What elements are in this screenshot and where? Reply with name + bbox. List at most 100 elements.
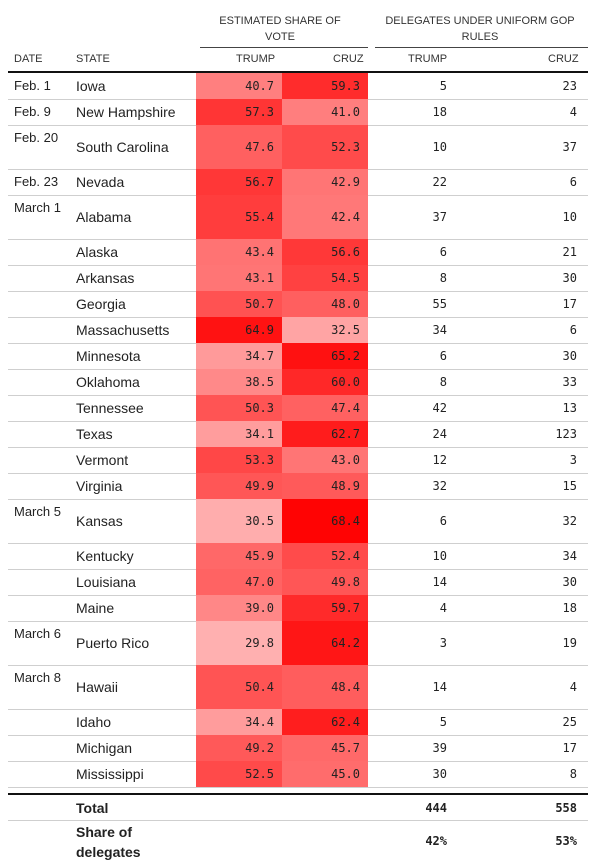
state-cell: Iowa [76, 78, 106, 94]
delegates-trump-cell: 42 [432, 401, 447, 415]
vote-share-trump-cell: 49.2 [196, 735, 282, 761]
vote-share-trump-cell: 45.9 [196, 543, 282, 569]
vote-share-trump-cell: 50.7 [196, 291, 282, 317]
state-cell: Arkansas [76, 270, 135, 286]
table-row: Virginia 49.9 48.9 32 15 [0, 473, 610, 500]
vote-share-cruz-cell: 41.0 [282, 99, 368, 125]
state-cell: South Carolina [76, 139, 169, 155]
vote-share-cruz-cell: 49.8 [282, 569, 368, 595]
delegates-cruz-cell: 6 [569, 323, 577, 337]
state-cell: Michigan [76, 740, 133, 756]
table-row: Minnesota 34.7 65.2 6 30 [0, 343, 610, 370]
state-cell: Georgia [76, 296, 126, 312]
table-row: Feb. 9 New Hampshire 57.3 41.0 18 4 [0, 99, 610, 126]
share-delegates-cruz: 53% [555, 834, 577, 848]
vote-share-trump-cell: 57.3 [196, 99, 282, 125]
table-row: Mississippi 52.5 45.0 30 8 [0, 761, 610, 788]
table-row: Tennessee 50.3 47.4 42 13 [0, 395, 610, 422]
delegates-trump-cell: 34 [432, 323, 447, 337]
header-rule [8, 71, 588, 73]
vote-share-trump-cell: 50.4 [196, 665, 282, 709]
vote-share-cruz-cell: 48.0 [282, 291, 368, 317]
delegates-cruz-cell: 23 [562, 79, 577, 93]
table-row: Maine 39.0 59.7 4 18 [0, 595, 610, 622]
delegates-cruz-cell: 123 [555, 427, 577, 441]
vote-share-cruz-cell: 65.2 [282, 343, 368, 369]
vote-share-cruz-cell: 68.4 [282, 499, 368, 543]
delegates-cruz-cell: 4 [569, 680, 577, 694]
vote-share-trump-cell: 53.3 [196, 447, 282, 473]
delegates-cruz-cell: 6 [569, 175, 577, 189]
state-cell: Hawaii [76, 679, 119, 695]
state-cell: Idaho [76, 714, 112, 730]
vote-trump-column-header: TRUMP [236, 53, 276, 65]
vote-share-cruz-cell: 54.5 [282, 265, 368, 291]
table-row: Texas 34.1 62.7 24 123 [0, 421, 610, 448]
date-cell: Feb. 1 [14, 78, 51, 93]
delegates-trump-cell: 6 [439, 349, 447, 363]
table-row: Oklahoma 38.5 60.0 8 33 [0, 369, 610, 396]
table-row: Alaska 43.4 56.6 6 21 [0, 239, 610, 266]
delegates-cruz-cell: 3 [569, 453, 577, 467]
date-cell: March 6 [14, 626, 61, 641]
vote-share-trump-cell: 64.9 [196, 317, 282, 343]
date-cell: Feb. 9 [14, 104, 51, 119]
delegates-cruz-cell: 4 [569, 105, 577, 119]
delegates-cruz-cell: 13 [562, 401, 577, 415]
state-cell: Louisiana [76, 574, 136, 590]
delegates-cruz-cell: 17 [562, 741, 577, 755]
delegates-trump-cell: 32 [432, 479, 447, 493]
state-cell: Virginia [76, 478, 123, 494]
state-cell: Massachusetts [76, 322, 170, 338]
delegates-trump-cell: 22 [432, 175, 447, 189]
state-cell: Nevada [76, 174, 125, 190]
date-cell: March 1 [14, 200, 61, 215]
delegates-trump-cell: 12 [432, 453, 447, 467]
vote-share-cruz-cell: 60.0 [282, 369, 368, 395]
delegates-trump-cell: 14 [432, 680, 447, 694]
vote-share-cruz-cell: 59.7 [282, 595, 368, 621]
delegates-trump-column-header: TRUMP [408, 53, 448, 65]
date-column-header: DATE [14, 53, 43, 65]
vote-share-trump-cell: 56.7 [196, 169, 282, 195]
delegates-cruz-cell: 33 [562, 375, 577, 389]
total-rule [8, 793, 588, 795]
delegates-cruz-cell: 37 [562, 140, 577, 154]
table-row: March 6 Puerto Rico 29.8 64.2 3 19 [0, 621, 610, 666]
delegates-cruz-cell: 30 [562, 575, 577, 589]
share-delegates-trump: 42% [425, 834, 447, 848]
state-cell: Maine [76, 600, 115, 616]
vote-share-trump-cell: 34.4 [196, 709, 282, 735]
vote-share-cruz-cell: 59.3 [282, 73, 368, 99]
delegates-cruz-cell: 25 [562, 715, 577, 729]
vote-share-trump-cell: 29.8 [196, 621, 282, 665]
vote-share-trump-cell: 50.3 [196, 395, 282, 421]
vote-share-cruz-cell: 62.4 [282, 709, 368, 735]
table-row: March 5 Kansas 30.5 68.4 6 32 [0, 499, 610, 544]
date-cell: Feb. 23 [14, 174, 59, 189]
vote-share-group-rule [200, 47, 368, 48]
vote-share-trump-cell: 47.6 [196, 125, 282, 169]
state-cell: Vermont [76, 452, 129, 468]
table-row: Massachusetts 64.9 32.5 34 6 [0, 317, 610, 344]
state-cell: Kansas [76, 513, 123, 529]
delegates-cruz-cell: 30 [562, 349, 577, 363]
delegates-trump-cell: 5 [439, 79, 447, 93]
vote-share-trump-cell: 52.5 [196, 761, 282, 787]
delegates-trump-cell: 10 [432, 549, 447, 563]
delegates-trump-cell: 5 [439, 715, 447, 729]
table-row: Vermont 53.3 43.0 12 3 [0, 447, 610, 474]
share-label: Share of delegates [76, 824, 141, 860]
vote-share-cruz-cell: 42.4 [282, 195, 368, 239]
vote-share-cruz-cell: 42.9 [282, 169, 368, 195]
delegates-trump-cell: 30 [432, 767, 447, 781]
vote-share-trump-cell: 34.1 [196, 421, 282, 447]
delegates-cruz-cell: 18 [562, 601, 577, 615]
state-cell: New Hampshire [76, 104, 176, 120]
delegates-trump-cell: 8 [439, 375, 447, 389]
total-delegates-trump: 444 [425, 800, 447, 815]
delegates-trump-cell: 6 [439, 514, 447, 528]
vote-share-cruz-cell: 48.9 [282, 473, 368, 499]
table-row: Feb. 20 South Carolina 47.6 52.3 10 37 [0, 125, 610, 170]
vote-share-trump-cell: 34.7 [196, 343, 282, 369]
